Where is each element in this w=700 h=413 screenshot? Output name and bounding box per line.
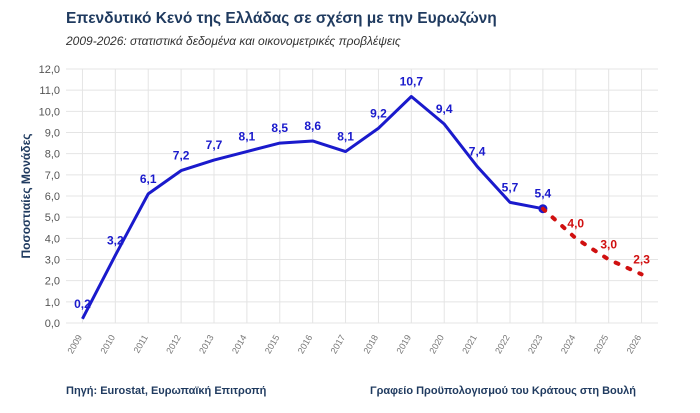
data-label: 9,2 bbox=[370, 106, 387, 120]
x-tick-label: 2010 bbox=[98, 333, 117, 355]
y-tick-label: 3,0 bbox=[45, 255, 60, 267]
x-tick-label: 2025 bbox=[592, 333, 611, 355]
data-label-forecast: 3,0 bbox=[600, 238, 617, 252]
data-label: 10,7 bbox=[400, 75, 424, 89]
data-label: 8,6 bbox=[304, 119, 321, 133]
y-tick-label: 2,0 bbox=[45, 276, 60, 288]
data-label: 7,4 bbox=[469, 144, 486, 158]
data-label: 7,2 bbox=[173, 149, 190, 163]
source-note: Πηγή: Eurostat, Ευρωπαϊκή Επιτροπή bbox=[66, 385, 267, 397]
series-actual-line bbox=[81, 95, 544, 320]
y-axis-title: Ποσοστιαίες Μονάδες bbox=[19, 133, 33, 258]
data-label: 8,1 bbox=[337, 130, 354, 144]
data-label: 6,1 bbox=[140, 172, 157, 186]
x-tick-label: 2020 bbox=[427, 333, 446, 355]
y-tick-label: 5,0 bbox=[45, 212, 60, 224]
data-label: 3,2 bbox=[107, 233, 124, 247]
x-tick-label: 2012 bbox=[164, 333, 183, 355]
data-label: 5,7 bbox=[502, 180, 519, 194]
x-tick-label: 2026 bbox=[625, 333, 644, 355]
y-tick-label: 6,0 bbox=[45, 191, 60, 203]
chart-title: Επενδυτικό Κενό της Ελλάδας σε σχέση με … bbox=[66, 10, 497, 27]
data-label: 8,1 bbox=[239, 130, 256, 144]
y-tick-label: 11,0 bbox=[39, 85, 60, 97]
y-tick-label: 7,0 bbox=[45, 170, 60, 182]
y-tick-label: 1,0 bbox=[45, 297, 60, 309]
credit-note: Γραφείο Προϋπολογισμού του Κράτους στη Β… bbox=[370, 385, 637, 397]
x-tick-label: 2021 bbox=[460, 333, 479, 355]
y-tick-label: 12,0 bbox=[39, 64, 60, 76]
data-label: 9,4 bbox=[436, 102, 453, 116]
data-label: 5,4 bbox=[535, 187, 552, 201]
data-label-forecast: 4,0 bbox=[567, 216, 584, 230]
x-tick-label: 2014 bbox=[230, 333, 249, 355]
chart-subtitle: 2009-2026: στατιστικά δεδομένα και οικον… bbox=[66, 34, 401, 48]
series-forecast-line bbox=[540, 206, 644, 277]
x-tick-label: 2018 bbox=[362, 333, 381, 355]
data-label: 8,5 bbox=[271, 121, 288, 135]
y-tick-label: 10,0 bbox=[39, 106, 60, 118]
x-tick-label: 2017 bbox=[329, 333, 348, 355]
x-tick-label: 2013 bbox=[197, 333, 216, 355]
data-label: 0,2 bbox=[74, 297, 91, 311]
y-tick-label: 8,0 bbox=[45, 149, 60, 161]
x-tick-label: 2019 bbox=[394, 333, 413, 355]
x-tick-label: 2023 bbox=[526, 333, 545, 355]
y-tick-label: 0,0 bbox=[45, 318, 60, 330]
x-tick-label: 2015 bbox=[263, 333, 282, 355]
data-label: 7,7 bbox=[206, 138, 223, 152]
y-tick-label: 9,0 bbox=[45, 128, 60, 140]
x-tick-label: 2016 bbox=[296, 333, 315, 355]
x-tick-label: 2024 bbox=[559, 333, 578, 355]
x-tick-label: 2011 bbox=[132, 333, 150, 355]
y-tick-label: 4,0 bbox=[45, 233, 60, 245]
x-tick-label: 2022 bbox=[493, 333, 512, 355]
x-tick-label: 2009 bbox=[66, 333, 85, 355]
data-label-forecast: 2,3 bbox=[633, 252, 650, 266]
